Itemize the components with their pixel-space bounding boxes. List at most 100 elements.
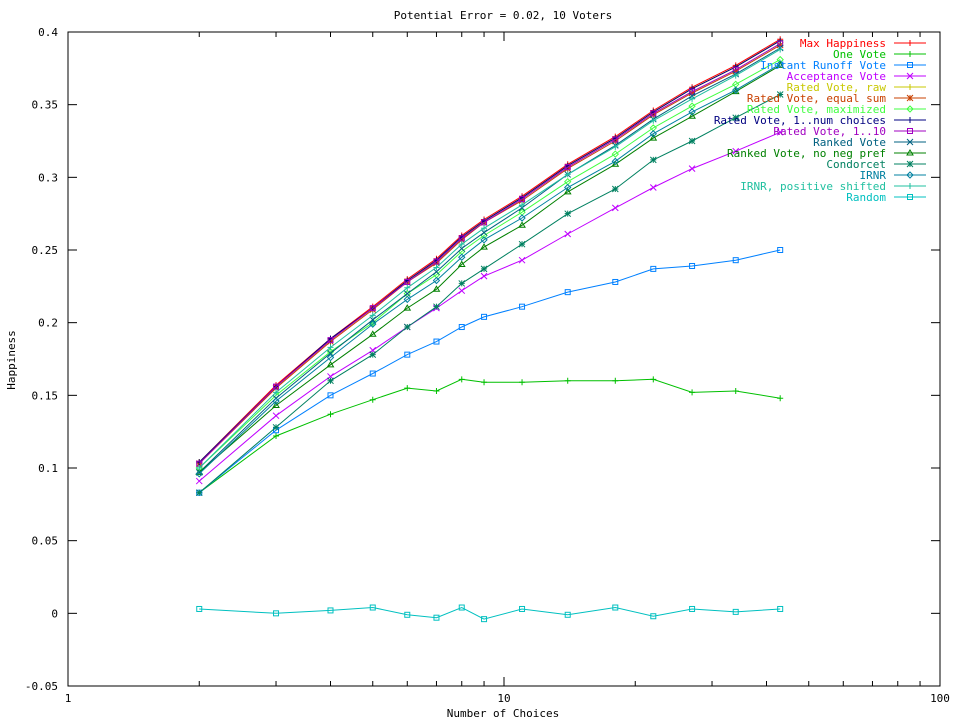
point: [481, 313, 488, 320]
point: [612, 377, 619, 384]
point: [907, 51, 913, 57]
point: [907, 194, 913, 200]
point: [433, 303, 440, 311]
point: [688, 112, 696, 119]
point: [906, 149, 914, 156]
chart-title: Potential Error = 0.02, 10 Voters: [394, 9, 613, 22]
x-tick-label: 100: [930, 692, 950, 705]
point: [519, 379, 526, 386]
point: [519, 201, 526, 208]
point: [776, 128, 784, 136]
legend-label: Rated Vote, equal sum: [747, 92, 886, 105]
point: [403, 295, 411, 304]
point: [481, 616, 488, 623]
point: [689, 88, 696, 95]
y-tick-label: -0.05: [25, 680, 58, 693]
point: [327, 349, 334, 357]
point: [481, 219, 488, 226]
series: [196, 247, 784, 496]
point: [404, 284, 411, 291]
point: [777, 46, 784, 53]
point: [403, 290, 411, 297]
point: [433, 268, 440, 276]
point: [433, 614, 440, 621]
y-axis-label: Happiness: [5, 330, 18, 390]
point: [519, 303, 526, 310]
point: [404, 385, 411, 392]
point: [273, 389, 280, 396]
point: [906, 72, 914, 80]
legend-label: IRNR: [860, 169, 887, 182]
point: [650, 265, 657, 272]
point: [611, 157, 620, 166]
point: [518, 214, 526, 222]
point: [327, 392, 334, 399]
point: [688, 137, 696, 145]
series-group: [195, 36, 785, 623]
point: [369, 604, 376, 611]
point: [611, 185, 619, 193]
point: [776, 60, 784, 68]
point: [612, 143, 619, 150]
legend-label: Ranked Vote, no neg pref: [727, 147, 886, 160]
point: [564, 377, 571, 384]
point: [518, 240, 526, 248]
point: [650, 110, 657, 117]
point: [732, 387, 739, 394]
point: [777, 605, 784, 612]
axes: -0.05 0 0.05 0.1 0.15 0.2 0.25 0.3 0.35 0.4 1 10 100: [25, 26, 950, 705]
point: [732, 86, 740, 94]
series-line: [198, 63, 781, 475]
point: [457, 260, 466, 268]
series-line: [198, 43, 781, 464]
point: [732, 147, 740, 155]
point: [458, 253, 466, 261]
point: [689, 95, 696, 102]
legend-label: Instant Runoff Vote: [760, 59, 886, 72]
point: [564, 230, 572, 238]
point: [480, 236, 488, 244]
point: [272, 423, 280, 431]
point: [519, 605, 526, 612]
y-tick-label: 0.1: [38, 462, 58, 475]
point: [732, 66, 739, 73]
y-tick-label: 0.3: [38, 171, 58, 184]
legend-label: Condorcet: [826, 158, 886, 171]
point: [732, 114, 740, 122]
x-axis-label: Number of Choices: [447, 707, 560, 720]
point: [327, 377, 334, 385]
point: [327, 337, 334, 344]
point: [432, 276, 441, 285]
legend-label: One Vote: [833, 48, 886, 61]
point: [196, 465, 203, 471]
point: [906, 105, 914, 113]
point: [776, 91, 784, 98]
point: [480, 243, 488, 250]
point: [480, 265, 488, 273]
point: [273, 433, 280, 440]
point: [689, 262, 696, 269]
point: [404, 351, 411, 358]
point: [432, 285, 441, 292]
legend-label: Random: [846, 191, 886, 204]
series-line: [198, 64, 781, 473]
point: [649, 130, 658, 138]
point: [688, 165, 696, 172]
point: [907, 183, 913, 189]
point: [368, 330, 377, 337]
point: [327, 607, 334, 614]
point: [732, 257, 739, 264]
point: [458, 604, 465, 611]
point: [612, 136, 619, 143]
point: [649, 156, 657, 164]
legend-label: Rated Vote, 1..num choices: [714, 114, 886, 127]
point: [518, 256, 526, 264]
point: [458, 324, 465, 331]
y-tick-label: 0.2: [38, 317, 58, 330]
series: [195, 91, 784, 497]
point: [327, 344, 334, 351]
legend-label: Rated Vote, 1..10: [773, 125, 886, 138]
point: [369, 370, 376, 377]
legend-label: Acceptance Vote: [787, 70, 886, 83]
